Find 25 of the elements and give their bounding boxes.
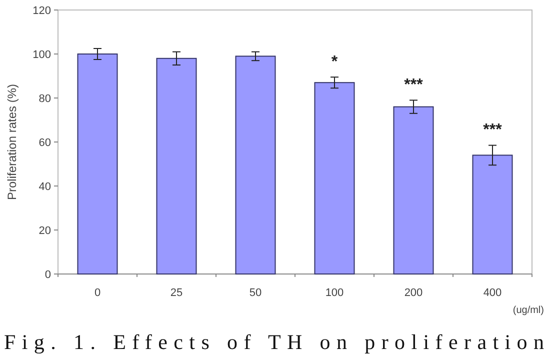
y-axis-title: Proliferation rates (%): [5, 84, 19, 200]
annotation: ***: [404, 76, 424, 94]
y-tick-label: 100: [32, 48, 51, 61]
y-tick-label: 20: [38, 224, 51, 237]
x-axis-title: (ug/ml): [512, 305, 544, 316]
y-tick-label: 80: [38, 92, 51, 105]
annotation: *: [331, 53, 338, 70]
bar: [393, 106, 434, 274]
x-tick-label: 200: [404, 287, 423, 299]
bar: [472, 154, 513, 274]
bar: [77, 54, 118, 274]
x-tick-label: 50: [249, 287, 262, 299]
bar: [235, 56, 276, 274]
y-tick-label: 40: [38, 180, 51, 193]
bar: [156, 58, 197, 274]
y-tick-label: 60: [38, 136, 51, 149]
caption: Fig. 1. Effects of TH on proliferation: [4, 330, 544, 354]
x-tick-label: 25: [170, 287, 183, 299]
x-tick-label: 0: [94, 287, 101, 299]
y-tick-label: 120: [32, 4, 51, 17]
x-tick-label: 400: [483, 287, 502, 299]
annotation: ***: [483, 122, 503, 138]
y-tick-label: 0: [44, 268, 51, 281]
bar: [314, 82, 355, 274]
x-tick-label: 100: [325, 287, 344, 299]
